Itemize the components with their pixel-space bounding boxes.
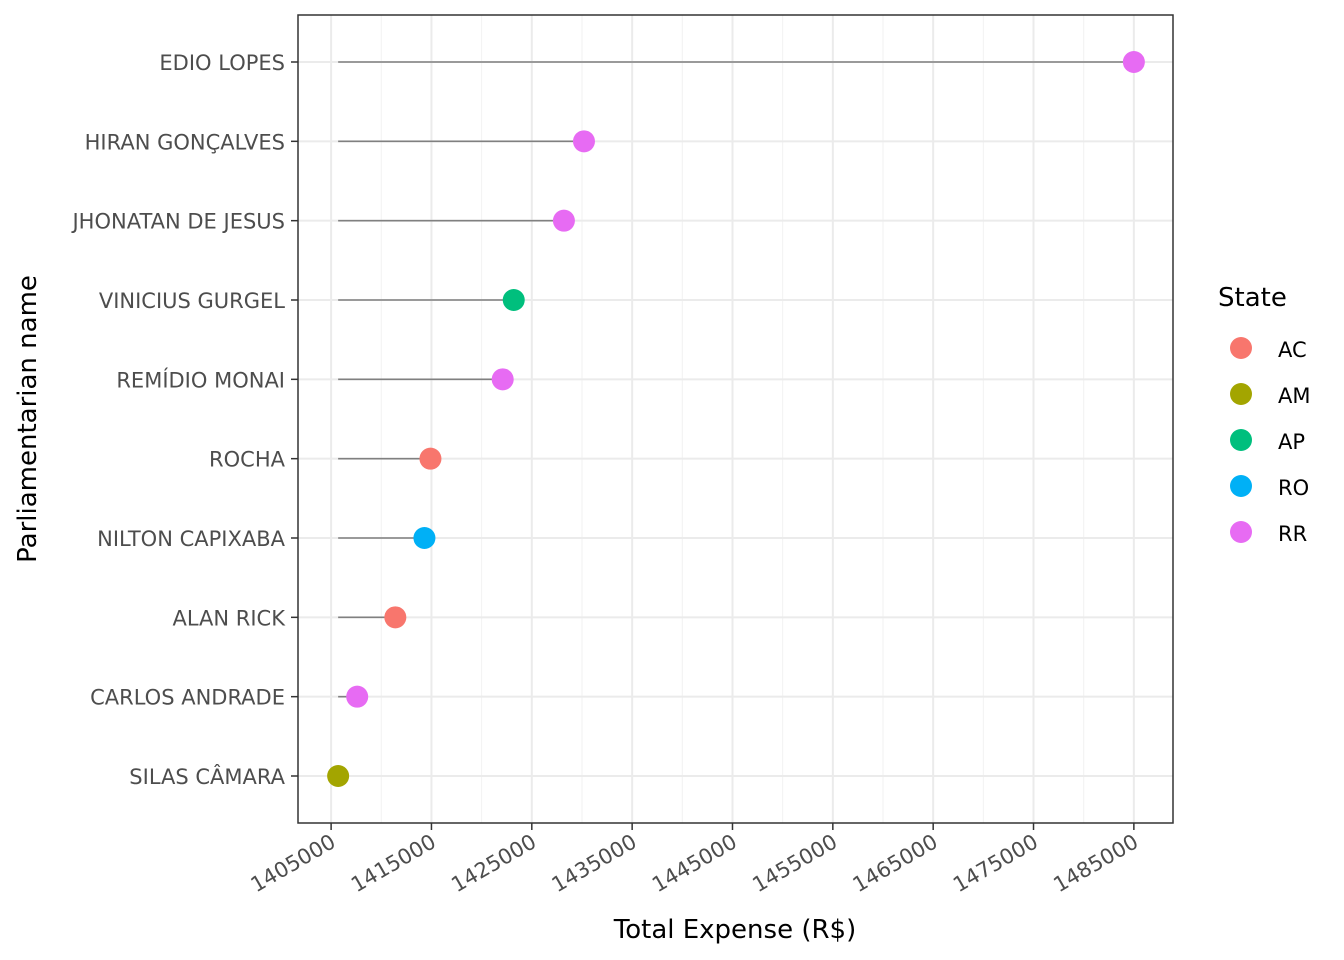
data-point xyxy=(552,209,575,232)
x-tick-label: 1415000 xyxy=(347,830,440,898)
y-tick-label: EDIO LOPES xyxy=(159,51,285,75)
data-point xyxy=(1122,51,1145,73)
data-point xyxy=(419,447,442,470)
data-point xyxy=(327,765,350,787)
legend-label: RO xyxy=(1278,476,1309,500)
y-tick-label: SILAS CÂMARA xyxy=(129,764,285,789)
legend-key-am xyxy=(1230,383,1252,405)
x-tick-label: 1485000 xyxy=(1049,830,1142,898)
x-tick-label: 1435000 xyxy=(548,830,641,898)
legend-key-ro xyxy=(1230,475,1252,497)
data-point xyxy=(502,289,525,311)
data-point xyxy=(384,606,407,629)
legend-title: State xyxy=(1218,283,1287,313)
x-tick-label: 1475000 xyxy=(949,830,1042,898)
y-tick-label: CARLOS ANDRADE xyxy=(90,686,285,710)
y-tick-label: JHONATAN DE JESUS xyxy=(70,210,285,234)
y-tick-label: VINICIUS GURGEL xyxy=(99,289,285,313)
legend-key-rr xyxy=(1230,521,1252,543)
y-tick-label: NILTON CAPIXABA xyxy=(97,527,285,551)
y-axis: EDIO LOPES HIRAN GONÇALVES JHONATAN DE JES… xyxy=(70,51,298,789)
y-tick-label: REMÍDIO MONAI xyxy=(116,367,285,392)
data-point xyxy=(572,130,595,153)
plot-panel-background xyxy=(298,15,1173,823)
y-tick-label: HIRAN GONÇALVES xyxy=(85,130,285,154)
data-point xyxy=(491,368,514,391)
data-point xyxy=(413,527,436,549)
lollipop-points xyxy=(327,51,1145,787)
legend-key-ac xyxy=(1230,337,1252,359)
legend-label: AP xyxy=(1278,430,1305,454)
lollipop-stems xyxy=(338,61,1134,698)
x-tick-label: 1405000 xyxy=(247,830,340,898)
legend-label: RR xyxy=(1278,522,1307,546)
legend-label: AC xyxy=(1278,338,1307,362)
x-tick-label: 1425000 xyxy=(447,830,540,898)
plot-panel-border xyxy=(297,14,1174,824)
legend: State AC AM AP RO RR xyxy=(1218,283,1310,546)
data-point xyxy=(346,685,369,708)
x-tick-label: 1455000 xyxy=(748,830,841,898)
y-tick-label: ALAN RICK xyxy=(172,606,286,630)
legend-label: AM xyxy=(1278,384,1310,408)
y-axis-title: Parliamentarian name xyxy=(13,275,43,563)
major-grid-x xyxy=(330,15,1135,823)
x-tick-label: 1445000 xyxy=(648,830,741,898)
x-axis-title: Total Expense (R$) xyxy=(613,915,856,945)
y-tick-label: ROCHA xyxy=(209,448,286,472)
x-tick-label: 1465000 xyxy=(849,830,942,898)
x-axis: 1405000 1415000 1425000 1435000 1445000 14550… xyxy=(247,823,1142,898)
legend-key-ap xyxy=(1230,429,1252,451)
